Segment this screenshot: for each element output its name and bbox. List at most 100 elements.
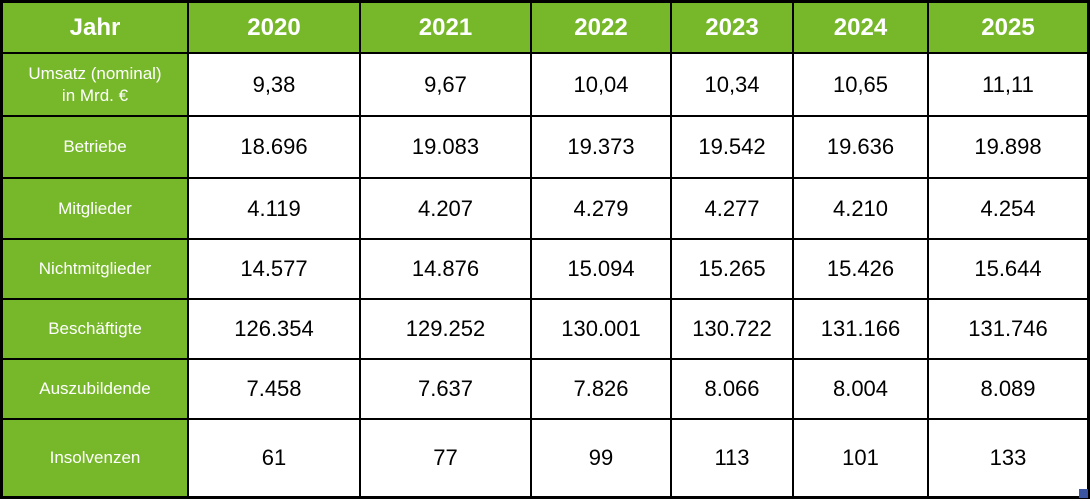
value-text: 8.066 [704,376,760,401]
value-text: 15.644 [974,256,1042,281]
header-cell-jahr: Jahr [3,3,187,52]
value-cell-nichtmitglieder-2020: 14.577 [189,240,359,298]
row-label-text-beschaeftigte: Beschäftigte [48,319,142,339]
row-label-beschaeftigte: Beschäftigte [3,300,187,358]
value-text: 11,11 [982,71,1034,97]
value-cell-auszubildende-2023: 8.066 [672,360,792,418]
value-cell-umsatz-2025: 11,11 [929,54,1087,115]
value-cell-beschaeftigte-2023: 130.722 [672,300,792,358]
value-text: 4.207 [417,195,474,221]
value-text: 19.373 [567,134,635,159]
value-text: 4.254 [980,195,1036,221]
value-cell-insolvenzen-2023: 113 [672,420,792,496]
value-cell-beschaeftigte-2020: 126.354 [189,300,359,358]
value-cell-auszubildende-2021: 7.637 [361,360,530,418]
value-cell-insolvenzen-2022: 99 [532,420,670,496]
value-cell-mitglieder-2020: 4.119 [189,179,359,238]
value-text: 14.577 [240,256,308,281]
row-label-text-mitglieder: Mitglieder [58,198,132,218]
header-cell-year-2024: 2024 [794,3,927,52]
value-cell-insolvenzen-2020: 61 [189,420,359,496]
value-text: 14.876 [411,256,480,281]
value-cell-nichtmitglieder-2021: 14.876 [361,240,530,298]
value-text: 131.746 [968,316,1048,341]
row-label-text-auszubildende: Auszubildende [39,379,151,399]
table-resize-handle[interactable] [1079,489,1088,498]
value-text: 101 [842,445,879,470]
value-text: 4.279 [573,195,629,221]
value-cell-mitglieder-2024: 4.210 [794,179,927,238]
value-cell-nichtmitglieder-2025: 15.644 [929,240,1087,298]
header-year-label: 2021 [418,13,473,41]
value-cell-betriebe-2021: 19.083 [361,117,530,177]
value-text: 130.001 [561,316,641,341]
row-label-auszubildende: Auszubildende [3,360,187,418]
value-cell-beschaeftigte-2021: 129.252 [361,300,530,358]
value-cell-auszubildende-2024: 8.004 [794,360,927,418]
value-text: 130.722 [692,316,772,341]
value-text: 19.083 [411,134,480,159]
value-cell-umsatz-2023: 10,34 [672,54,792,115]
value-cell-betriebe-2023: 19.542 [672,117,792,177]
header-cell-year-2022: 2022 [532,3,670,52]
header-year-label: 2024 [833,13,888,41]
value-text: 15.094 [567,256,635,281]
value-cell-betriebe-2024: 19.636 [794,117,927,177]
value-cell-mitglieder-2025: 4.254 [929,179,1087,238]
value-cell-beschaeftigte-2025: 131.746 [929,300,1087,358]
value-text: 7.458 [246,376,302,401]
header-label-jahr: Jahr [69,13,121,41]
value-text: 19.636 [826,134,895,159]
value-text: 10,34 [704,71,760,97]
header-cell-year-2021: 2021 [361,3,530,52]
value-cell-umsatz-2024: 10,65 [794,54,927,115]
header-cell-year-2025: 2025 [929,3,1087,52]
value-text: 18.696 [240,134,308,159]
value-cell-umsatz-2020: 9,38 [189,54,359,115]
value-text: 126.354 [234,316,314,341]
value-text: 15.426 [826,256,895,281]
row-label-text-betriebe: Betriebe [63,137,127,157]
row-label-text-nichtmitglieder: Nichtmitglieder [38,259,152,279]
value-text: 4.277 [704,195,760,221]
value-cell-insolvenzen-2021: 77 [361,420,530,496]
value-text: 99 [588,445,614,470]
value-text: 19.898 [974,134,1042,159]
value-cell-umsatz-2021: 9,67 [361,54,530,115]
value-text: 4.210 [832,195,889,221]
value-cell-auszubildende-2022: 7.826 [532,360,670,418]
value-cell-beschaeftigte-2024: 131.166 [794,300,927,358]
value-text: 129.252 [405,316,486,341]
value-text: 10,65 [832,71,889,97]
row-label-umsatz: Umsatz (nominal) in Mrd. € [3,54,187,115]
value-text: 9,67 [424,71,467,97]
value-cell-betriebe-2022: 19.373 [532,117,670,177]
value-text: 61 [261,445,287,470]
value-cell-insolvenzen-2025: 133 [929,420,1087,496]
value-text: 19.542 [698,134,766,159]
header-year-label: 2025 [981,13,1035,41]
row-label-mitglieder: Mitglieder [3,179,187,238]
value-cell-umsatz-2022: 10,04 [532,54,670,115]
row-label-text-umsatz: in Mrd. € [61,85,129,105]
value-text: 8.004 [832,376,889,401]
value-text: 7.637 [417,376,474,401]
value-cell-beschaeftigte-2022: 130.001 [532,300,670,358]
row-label-text-umsatz: Umsatz (nominal) [28,64,162,84]
value-cell-nichtmitglieder-2024: 15.426 [794,240,927,298]
row-label-betriebe: Betriebe [3,117,187,177]
value-cell-nichtmitglieder-2022: 15.094 [532,240,670,298]
value-cell-insolvenzen-2024: 101 [794,420,927,496]
value-cell-betriebe-2020: 18.696 [189,117,359,177]
value-cell-nichtmitglieder-2023: 15.265 [672,240,792,298]
value-cell-mitglieder-2023: 4.277 [672,179,792,238]
row-label-text-insolvenzen: Insolvenzen [49,448,141,468]
value-cell-mitglieder-2021: 4.207 [361,179,530,238]
value-cell-betriebe-2025: 19.898 [929,117,1087,177]
value-text: 4.119 [247,195,301,221]
value-text: 7.826 [573,376,629,401]
value-cell-auszubildende-2025: 8.089 [929,360,1087,418]
value-text: 10,04 [573,71,629,97]
value-text: 9,38 [252,71,296,97]
